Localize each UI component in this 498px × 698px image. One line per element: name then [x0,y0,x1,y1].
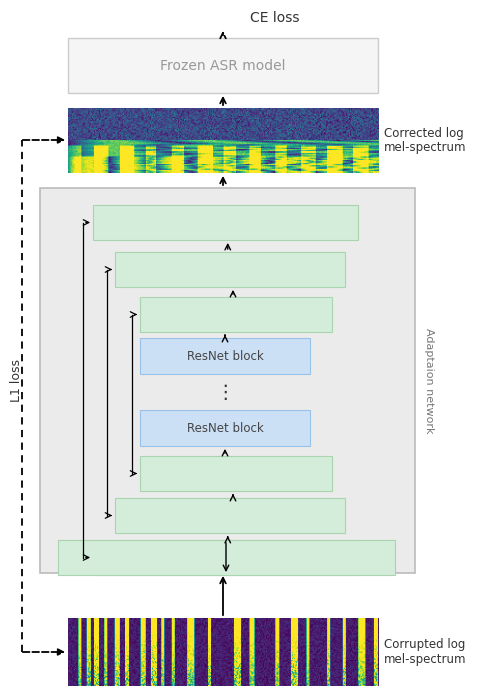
Bar [68,38,378,93]
Bar [140,456,332,491]
Bar [40,188,415,573]
Bar [140,297,332,332]
Text: CE loss: CE loss [250,11,300,25]
Bar [115,498,345,533]
Text: Corrected log
mel-spectrum: Corrected log mel-spectrum [384,126,467,154]
Text: Corrupted log
mel-spectrum: Corrupted log mel-spectrum [384,638,467,666]
Text: ResNet block: ResNet block [187,350,263,362]
Bar [58,540,395,575]
Text: L1 loss: L1 loss [9,359,22,402]
Text: Adaptaion network: Adaptaion network [424,328,434,433]
Bar [140,338,310,374]
Text: Frozen ASR model: Frozen ASR model [160,59,286,73]
Bar [140,410,310,446]
Text: ⋮: ⋮ [215,383,235,401]
Text: ResNet block: ResNet block [187,422,263,434]
Bar [93,205,358,240]
Bar [115,252,345,287]
Bar [93,540,358,575]
